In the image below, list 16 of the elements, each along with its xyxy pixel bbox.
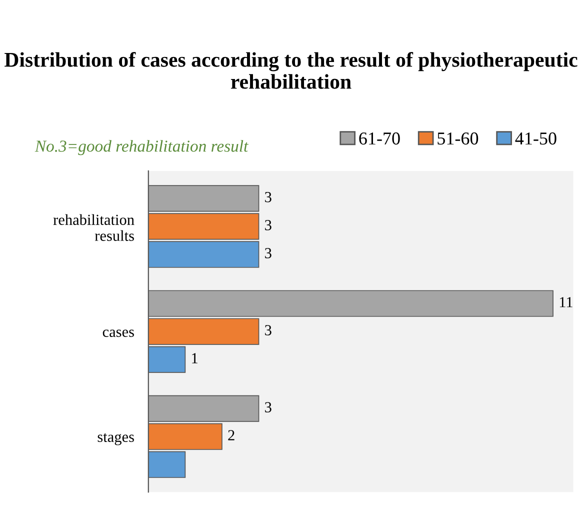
y-tick-label: cases (102, 330, 134, 337)
data-label: 3 (265, 192, 272, 202)
data-label: 3 (265, 325, 272, 336)
text: No.3=good rehabilitation result (34, 140, 248, 156)
data-label: 2 (228, 430, 234, 440)
data-label: 3 (265, 248, 272, 258)
data-label: 1 (192, 353, 198, 364)
legend-label: 61-70 (359, 132, 400, 145)
data-label: 3 (265, 402, 272, 412)
legend-label: 51-60 (438, 132, 478, 145)
y-tick-label: stages (98, 433, 134, 446)
chart-title: Distribution of cases according to the result of physiotherapeutic rehabilitation (4, 52, 578, 89)
data-label: 11 (560, 297, 572, 308)
y-tick-label: rehabilitation results (53, 214, 134, 241)
data-label: 3 (265, 220, 272, 230)
legend-label: 41-50 (515, 132, 556, 145)
